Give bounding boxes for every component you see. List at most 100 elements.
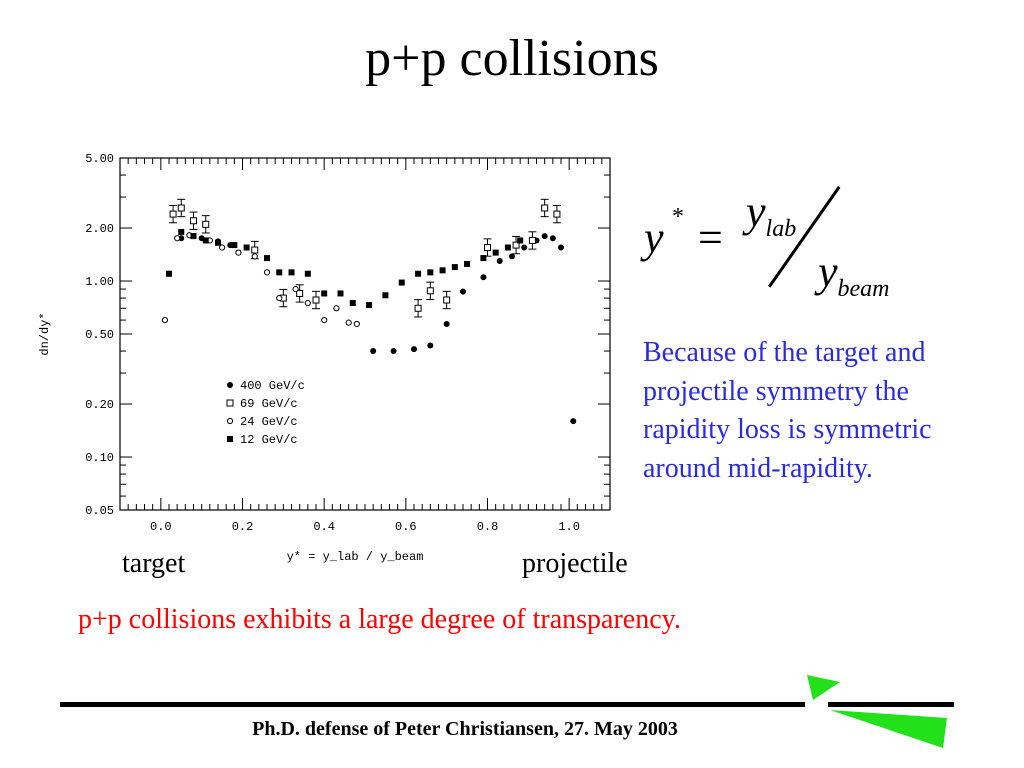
data-point xyxy=(333,305,340,312)
y-tick-label: 0.50 xyxy=(85,328,114,342)
x-tick-label: 0.2 xyxy=(232,520,254,534)
legend-marker xyxy=(226,399,234,407)
data-point xyxy=(509,253,515,260)
data-point xyxy=(177,204,185,212)
data-point xyxy=(235,249,242,256)
data-point xyxy=(169,210,177,218)
x-tick-label: 0.8 xyxy=(477,520,499,534)
y-axis-label: dn/dy* xyxy=(38,312,52,355)
data-point xyxy=(366,302,373,309)
footer-rule-right xyxy=(828,702,954,707)
data-point xyxy=(304,299,311,307)
data-point xyxy=(264,255,270,262)
data-point xyxy=(231,242,238,249)
rapidity-chart: 400 GeV/c 69 GeV/c 24 GeV/c 12 GeV/c 0.0 0.2… xyxy=(38,152,611,564)
data-point xyxy=(480,255,487,262)
data-point xyxy=(263,269,271,276)
data-point xyxy=(370,348,377,355)
data-point xyxy=(426,287,434,295)
data-point xyxy=(190,233,197,240)
data-point xyxy=(215,239,221,246)
projectile-label: projectile xyxy=(522,548,628,579)
data-point xyxy=(202,237,209,244)
data-point xyxy=(218,244,226,251)
y-tick-label: 5.00 xyxy=(85,152,114,166)
data-point xyxy=(166,270,172,277)
logo-shard-large xyxy=(830,710,947,748)
symmetry-explanation: Because of the target and projectile sym… xyxy=(643,337,932,484)
data-point xyxy=(512,241,520,249)
transparency-note: p+p collisions exhibits a large degree o… xyxy=(78,604,681,635)
data-point xyxy=(528,236,536,244)
legend-marker xyxy=(226,417,234,425)
data-point xyxy=(251,253,258,260)
data-point xyxy=(276,269,283,276)
legend-label: 69 GeV/c xyxy=(240,397,298,411)
y-tick-label: 2.00 xyxy=(85,222,114,236)
legend-label: 12 GeV/c xyxy=(240,433,298,447)
slide-title: p+p collisions xyxy=(365,30,659,87)
data-point xyxy=(427,342,434,349)
x-axis-label: y* = y_lab / y_beam xyxy=(287,550,424,564)
formula-numerator: ylab xyxy=(746,187,797,242)
y-tick-label: 1.00 xyxy=(85,275,114,289)
data-point xyxy=(312,296,320,304)
x-tick-label: 0.6 xyxy=(395,520,417,534)
data-point xyxy=(321,316,328,324)
data-point xyxy=(570,418,577,425)
rapidity-formula: y * = ylab ybeam xyxy=(638,186,928,316)
data-point xyxy=(553,210,561,218)
data-point xyxy=(288,269,295,276)
data-point xyxy=(415,270,422,277)
data-point xyxy=(541,204,549,212)
target-label: target xyxy=(122,548,186,579)
legend-label: 400 GeV/c xyxy=(240,379,305,393)
legend-label: 24 GeV/c xyxy=(240,415,298,429)
footer-rule-left xyxy=(60,702,805,707)
data-point xyxy=(451,264,458,271)
data-point xyxy=(190,217,197,225)
legend-marker xyxy=(227,436,233,442)
data-point xyxy=(460,288,466,295)
data-point xyxy=(349,300,356,307)
data-point xyxy=(292,285,299,293)
data-point xyxy=(411,346,417,353)
data-point xyxy=(251,246,259,254)
data-point xyxy=(276,294,283,302)
data-point xyxy=(202,220,210,228)
x-tick-label: 1.0 xyxy=(558,520,580,534)
data-point xyxy=(492,249,499,256)
y-tick-label: 0.20 xyxy=(85,398,114,412)
data-point xyxy=(558,244,564,251)
data-point xyxy=(464,260,471,267)
data-point xyxy=(390,348,397,355)
data-point xyxy=(337,290,344,297)
data-point xyxy=(296,289,304,297)
data-point xyxy=(443,320,450,327)
data-point xyxy=(521,244,528,251)
y-tick-label: 0.10 xyxy=(85,451,114,465)
formula-equals: = xyxy=(698,213,723,262)
data-point xyxy=(382,292,389,299)
data-point xyxy=(480,274,487,281)
data-point xyxy=(484,244,491,252)
footer-text: Ph.D. defense of Peter Christiansen, 27.… xyxy=(252,718,678,740)
data-point xyxy=(321,290,328,297)
x-tick-label: 0.4 xyxy=(313,520,335,534)
data-point xyxy=(427,269,434,276)
legend-marker xyxy=(227,382,233,388)
data-point xyxy=(243,244,250,251)
y-tick-label: 0.05 xyxy=(85,504,114,518)
data-point xyxy=(443,296,451,304)
data-point xyxy=(439,267,446,274)
formula-denominator: ybeam xyxy=(818,247,890,302)
data-point xyxy=(541,233,548,240)
formula-lhs: y xyxy=(644,213,664,262)
plot-frame xyxy=(119,157,611,511)
logo-icon xyxy=(807,675,947,748)
data-point xyxy=(161,316,169,324)
data-point xyxy=(398,279,405,286)
data-point xyxy=(504,244,511,251)
data-point xyxy=(353,320,360,328)
logo-shard-small xyxy=(807,675,840,700)
